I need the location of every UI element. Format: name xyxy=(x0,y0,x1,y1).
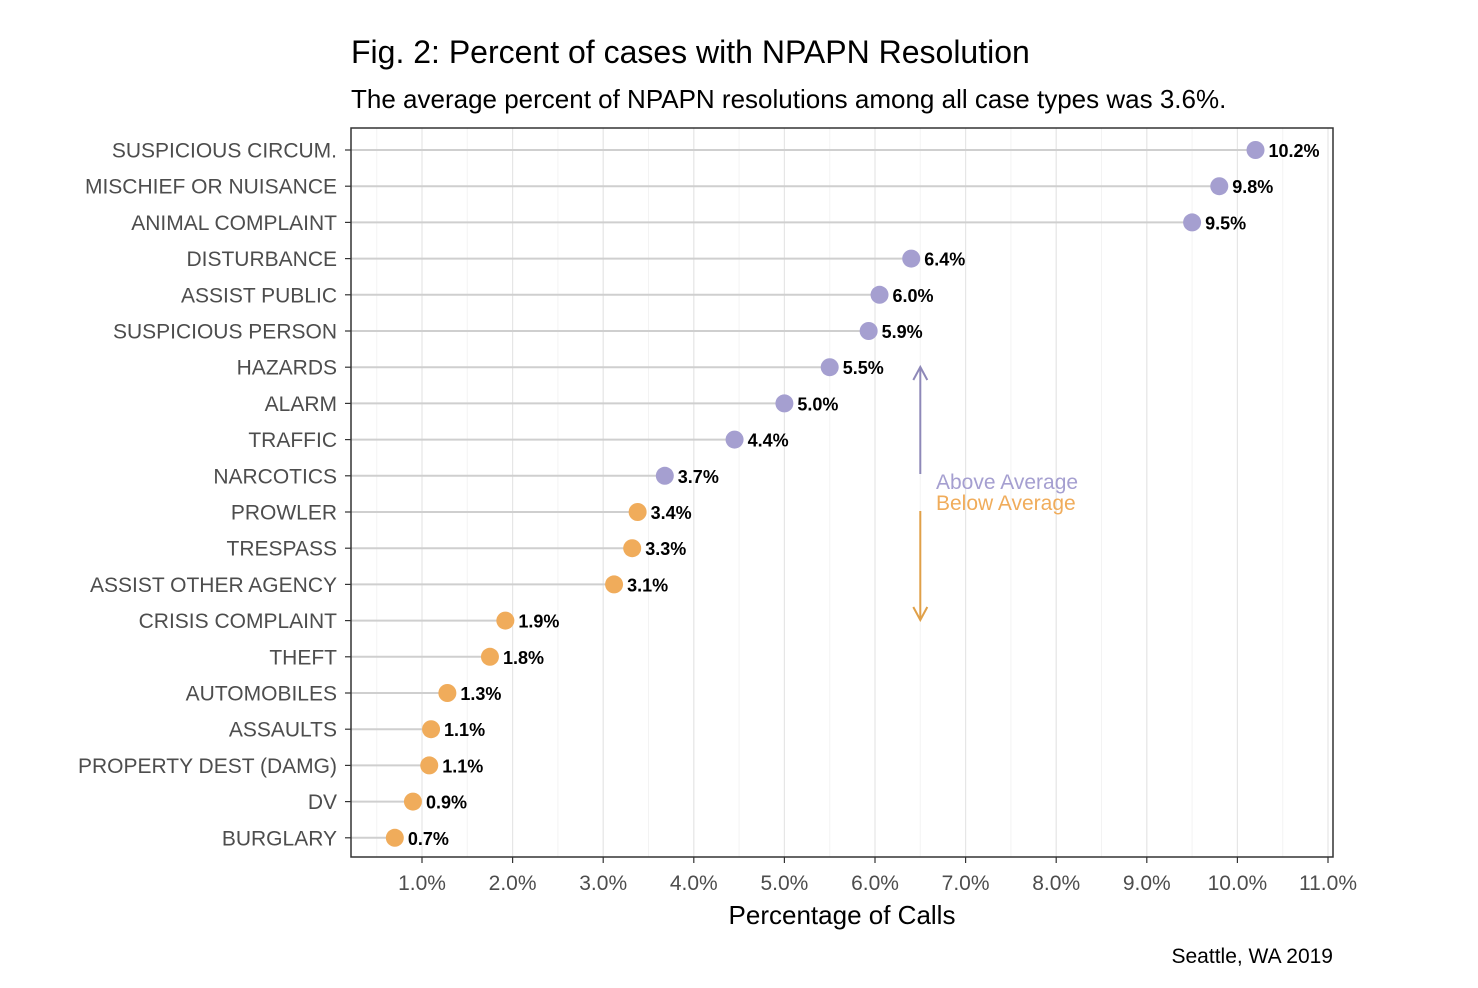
data-point xyxy=(438,684,457,702)
chart-caption: Seattle, WA 2019 xyxy=(1172,945,1334,968)
chart-title: Fig. 2: Percent of cases with NPAPN Reso… xyxy=(351,34,1030,70)
x-ticks: 1.0% 2.0% 3.0% 4.0% 5.0% 6.0% 7.0% 8.0% 9.0% 10.0… xyxy=(398,857,1357,895)
data-point xyxy=(902,249,921,268)
data-point xyxy=(422,720,441,739)
data-label: 0.9% xyxy=(426,793,467,813)
data-label: 5.5% xyxy=(843,358,884,378)
data-label: 6.4% xyxy=(924,250,965,270)
category-label: PROPERTY DEST (DAMG) xyxy=(78,755,337,778)
data-point xyxy=(1210,177,1229,196)
category-label: ANIMAL COMPLAINT xyxy=(131,212,337,235)
data-point xyxy=(775,394,794,413)
category-label: MISCHIEF OR NUISANCE xyxy=(85,176,337,199)
category-label: HAZARDS xyxy=(237,357,337,380)
data-label: 3.7% xyxy=(678,467,719,487)
x-tick-label: 2.0% xyxy=(489,872,537,895)
category-label: THEFT xyxy=(269,646,337,669)
grid-lines xyxy=(376,128,1329,857)
data-points xyxy=(385,141,1265,847)
data-point xyxy=(623,539,642,558)
data-point xyxy=(496,611,515,630)
data-point xyxy=(1183,213,1202,232)
category-label: ASSAULTS xyxy=(229,719,337,742)
data-labels: 10.2% 9.8% 9.5% 6.4% 6.0% 5.9% 5.5%5.0% 4.4% 3.7… xyxy=(408,141,1320,849)
x-tick-label: 10.0% xyxy=(1208,872,1268,895)
category-label: DV xyxy=(308,791,337,814)
data-label: 6.0% xyxy=(893,286,934,306)
data-label: 1.8% xyxy=(503,648,544,668)
category-label: TRESPASS xyxy=(227,538,337,561)
category-label: ASSIST PUBLIC xyxy=(181,284,337,307)
data-label: 1.1% xyxy=(444,720,485,740)
category-label: SUSPICIOUS CIRCUM. xyxy=(112,140,337,163)
data-point xyxy=(420,756,439,775)
data-label: 3.4% xyxy=(651,503,692,523)
category-label: BURGLARY xyxy=(222,827,337,850)
category-label: TRAFFIC xyxy=(248,429,337,452)
data-label: 5.9% xyxy=(882,322,923,342)
category-label: ASSIST OTHER AGENCY xyxy=(90,574,337,597)
category-label: CRISIS COMPLAINT xyxy=(139,610,338,633)
data-label: 1.3% xyxy=(460,684,501,704)
data-label: 0.7% xyxy=(408,829,449,849)
panel-border xyxy=(350,127,1334,858)
above-average-label: Above Average xyxy=(936,471,1078,494)
arrow-up-head xyxy=(912,364,929,381)
data-label: 9.8% xyxy=(1232,177,1273,197)
x-tick-label: 6.0% xyxy=(851,872,899,895)
x-tick-label: 4.0% xyxy=(670,872,718,895)
data-label: 4.4% xyxy=(748,431,789,451)
arrow-down-head xyxy=(912,606,929,623)
data-point xyxy=(480,647,499,666)
data-label: 9.5% xyxy=(1205,213,1246,233)
category-label: SUSPICIOUS PERSON xyxy=(113,321,337,344)
category-label: ALARM xyxy=(265,393,337,416)
data-point xyxy=(385,828,404,847)
data-point xyxy=(820,358,839,377)
category-label: DISTURBANCE xyxy=(186,248,337,271)
data-point xyxy=(605,575,624,594)
x-tick-label: 9.0% xyxy=(1123,872,1171,895)
x-axis-title: Percentage of Calls xyxy=(729,900,956,930)
data-point xyxy=(870,285,889,304)
x-tick-label: 7.0% xyxy=(942,872,990,895)
x-tick-label: 8.0% xyxy=(1032,872,1080,895)
x-tick-label: 1.0% xyxy=(398,872,446,895)
x-tick-label: 11.0% xyxy=(1299,872,1357,895)
data-point xyxy=(859,322,878,340)
data-label: 10.2% xyxy=(1269,141,1320,161)
category-label: PROWLER xyxy=(231,502,337,525)
category-labels: SUSPICIOUS CIRCUM. MISCHIEF OR NUISANCE AN… xyxy=(78,140,351,850)
data-label: 3.1% xyxy=(627,575,668,595)
data-label: 1.9% xyxy=(518,612,559,632)
data-point xyxy=(628,503,647,521)
category-label: AUTOMOBILES xyxy=(186,683,337,706)
data-label: 1.1% xyxy=(442,756,483,776)
data-label: 5.0% xyxy=(797,394,838,414)
data-label: 3.3% xyxy=(645,539,686,559)
x-tick-label: 5.0% xyxy=(760,872,808,895)
stems xyxy=(351,149,1256,839)
chart-subtitle: The average percent of NPAPN resolutions… xyxy=(351,84,1226,114)
data-point xyxy=(403,792,422,811)
data-point xyxy=(1246,141,1265,159)
category-label: NARCOTICS xyxy=(213,465,337,488)
data-point xyxy=(655,466,674,485)
below-average-label: Below Average xyxy=(936,492,1076,515)
x-tick-label: 3.0% xyxy=(579,872,627,895)
data-point xyxy=(725,430,744,449)
